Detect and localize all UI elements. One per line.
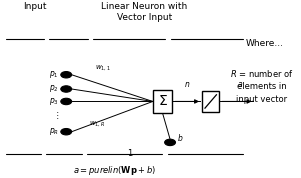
Text: $n$: $n$ xyxy=(184,80,190,89)
Text: $\vdots$: $\vdots$ xyxy=(53,110,59,121)
Text: $p_2$: $p_2$ xyxy=(49,83,59,95)
Circle shape xyxy=(61,129,72,135)
Text: $\Sigma$: $\Sigma$ xyxy=(158,95,167,108)
Text: Where...: Where... xyxy=(246,39,284,48)
Text: $w_{1,1}$: $w_{1,1}$ xyxy=(95,63,111,72)
Text: 1: 1 xyxy=(127,149,132,158)
Text: $b$: $b$ xyxy=(177,132,183,143)
Text: Linear Neuron with
Vector Input: Linear Neuron with Vector Input xyxy=(101,2,188,22)
Text: $p_1$: $p_1$ xyxy=(49,69,59,80)
Text: $R$ = number of
elements in
input vector: $R$ = number of elements in input vector xyxy=(230,68,294,104)
Text: Input: Input xyxy=(23,2,46,11)
Circle shape xyxy=(61,72,72,78)
Bar xyxy=(153,90,172,113)
Text: $a = purelin(\mathbf{W}\mathbf{p}+b)$: $a = purelin(\mathbf{W}\mathbf{p}+b)$ xyxy=(73,164,156,177)
Text: $p_3$: $p_3$ xyxy=(49,96,59,107)
Text: $w_{1,R}$: $w_{1,R}$ xyxy=(89,119,105,128)
Circle shape xyxy=(165,139,175,146)
Bar xyxy=(202,91,219,112)
Text: $p_R$: $p_R$ xyxy=(49,126,59,137)
Circle shape xyxy=(61,86,72,92)
Circle shape xyxy=(61,98,72,105)
Text: $a$: $a$ xyxy=(237,80,243,89)
